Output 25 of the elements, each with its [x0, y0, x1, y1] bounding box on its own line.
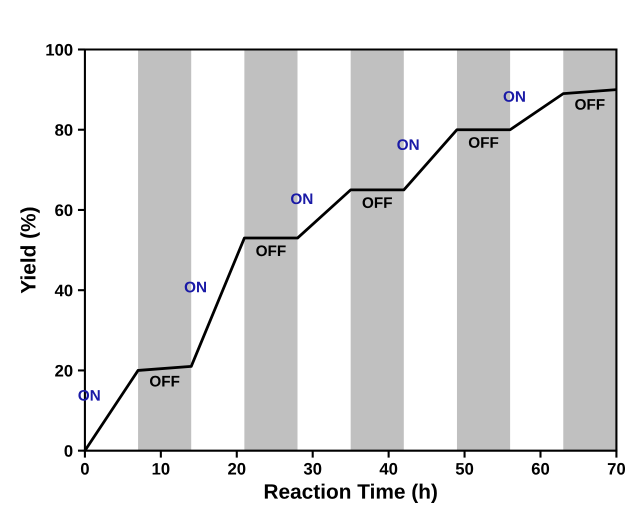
annotation: ON: [504, 91, 525, 102]
band-label: OFF: [468, 137, 498, 148]
band-label: OFF: [575, 98, 605, 110]
annotation: ON: [397, 139, 419, 150]
y-axis-title: Yield (%): [20, 208, 40, 294]
y-tick-label: 60: [55, 204, 72, 216]
x-tick-label: 10: [152, 462, 170, 475]
band-label: OFF: [256, 245, 286, 256]
band-label: OFF: [150, 376, 180, 387]
x-tick-label: 30: [304, 462, 322, 475]
x-tick-label: 70: [608, 462, 626, 475]
x-tick-label: 20: [228, 462, 246, 475]
x-tick-label: 0: [80, 462, 89, 475]
annotation: ON: [184, 282, 206, 292]
y-tick-label: 100: [46, 44, 72, 56]
y-tick-label: 80: [55, 124, 72, 136]
x-tick-label: 40: [380, 462, 398, 475]
x-tick-label: 60: [532, 462, 550, 475]
y-tick-label: 20: [55, 364, 72, 377]
y-tick-label: 40: [54, 284, 72, 296]
y-tick-label: 0: [64, 445, 72, 457]
annotation: ON: [291, 193, 312, 204]
band-label: OFF: [362, 197, 392, 208]
x-axis-title: Reaction Time (h): [264, 484, 437, 503]
x-tick-label: 50: [456, 462, 474, 475]
